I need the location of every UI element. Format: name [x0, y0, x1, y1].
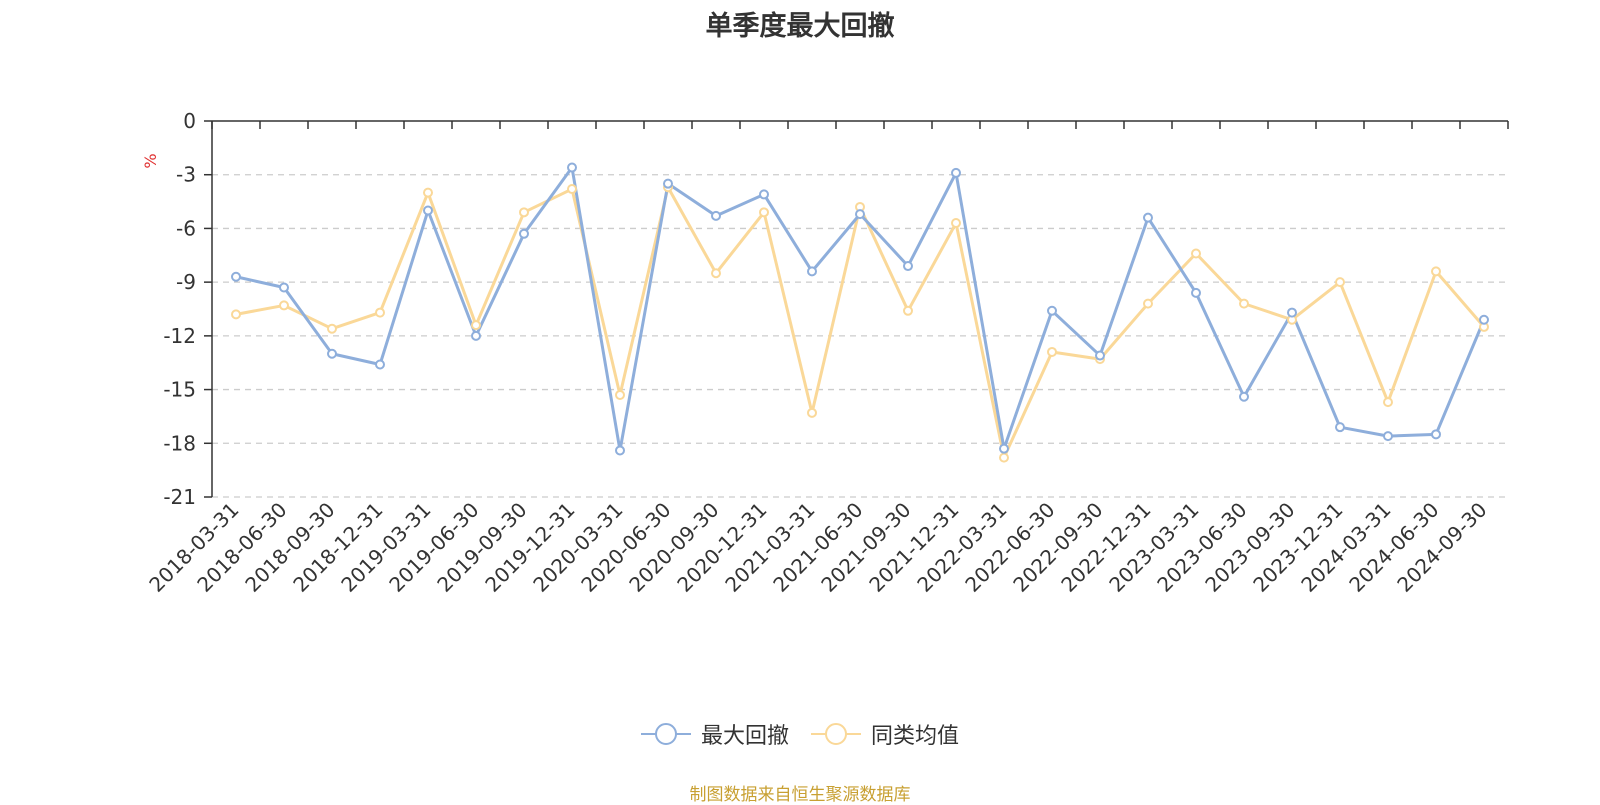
- legend-line-circle-icon: [640, 723, 691, 745]
- data-point: [903, 305, 913, 316]
- data-point: [327, 348, 337, 359]
- data-point: [1047, 305, 1057, 316]
- data-point: [1335, 422, 1345, 433]
- data-point: [615, 389, 625, 400]
- y-axis-unit-label: %: [141, 153, 160, 168]
- data-point: [1431, 429, 1441, 440]
- y-tick-label: 0: [183, 109, 196, 133]
- legend-label: 最大回撤: [700, 724, 789, 749]
- legend: 最大回撤 同类均值: [0, 718, 1600, 750]
- data-point: [1335, 277, 1345, 288]
- data-point: [231, 309, 241, 320]
- data-point: [1047, 346, 1057, 357]
- data-point: [423, 187, 433, 198]
- data-point: [1287, 307, 1297, 318]
- data-point: [1383, 431, 1393, 442]
- data-point: [999, 452, 1009, 463]
- y-tick-label: -18: [163, 431, 196, 455]
- data-point: [1191, 248, 1201, 259]
- chart-title: 单季度最大回撤: [705, 11, 895, 42]
- data-point: [999, 443, 1009, 454]
- y-tick-label: -3: [176, 163, 196, 187]
- y-tick-label: -12: [163, 324, 196, 348]
- data-point: [519, 207, 529, 218]
- data-point: [471, 330, 481, 341]
- data-point: [1383, 397, 1393, 408]
- data-point: [1095, 350, 1105, 361]
- y-tick-label: -15: [163, 378, 196, 402]
- data-point: [279, 282, 289, 293]
- data-point: [1143, 298, 1153, 309]
- data-point: [759, 207, 769, 218]
- data-point: [1143, 212, 1153, 223]
- data-point: [711, 268, 721, 279]
- data-point: [1479, 314, 1489, 325]
- data-point: [375, 359, 385, 370]
- data-point: [615, 445, 625, 456]
- data-point: [567, 184, 577, 195]
- data-point: [423, 205, 433, 216]
- y-tick-label: -9: [176, 270, 196, 294]
- data-point: [567, 162, 577, 173]
- legend-label: 同类均值: [871, 724, 960, 749]
- data-point: [279, 300, 289, 311]
- data-point: [231, 271, 241, 282]
- data-point: [1431, 266, 1441, 277]
- data-point: [807, 407, 817, 418]
- legend-item-max-drawdown[interactable]: 最大回撤: [640, 718, 789, 750]
- data-point: [951, 167, 961, 178]
- y-tick-label: -21: [163, 485, 196, 509]
- data-point: [1239, 298, 1249, 309]
- data-point: [519, 228, 529, 239]
- data-point: [759, 189, 769, 200]
- line-chart: 0-3-6-9-12-15-18-21%2018-03-312018-06-30…: [141, 109, 1509, 597]
- data-point: [1239, 391, 1249, 402]
- data-source-note: 制图数据来自恒生聚源数据库: [689, 785, 911, 805]
- data-point: [711, 210, 721, 221]
- data-point: [855, 209, 865, 220]
- data-point: [471, 320, 481, 331]
- data-point: [327, 323, 337, 334]
- data-point: [663, 178, 673, 189]
- legend-item-peer-average[interactable]: 同类均值: [811, 718, 959, 750]
- legend-line-circle-icon: [811, 723, 861, 745]
- data-point: [807, 266, 817, 277]
- data-point: [1191, 287, 1201, 298]
- data-point: [903, 261, 913, 272]
- data-point: [375, 307, 385, 318]
- y-tick-label: -6: [176, 216, 196, 240]
- data-point: [951, 218, 961, 229]
